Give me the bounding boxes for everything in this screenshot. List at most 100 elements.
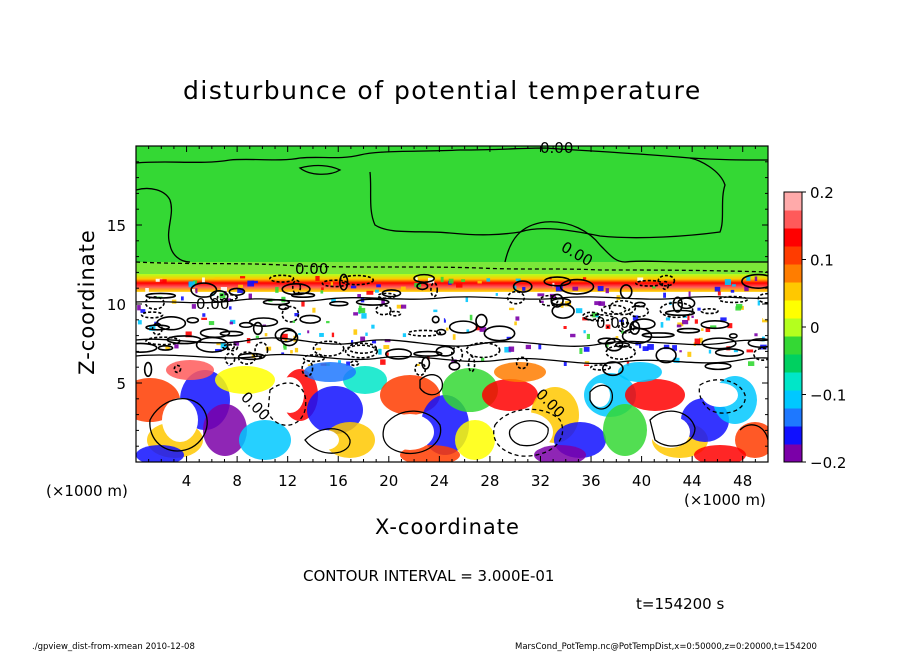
speckle <box>287 342 293 347</box>
turbulent-contour <box>413 350 443 357</box>
speckle <box>275 286 279 293</box>
speckle <box>575 308 583 314</box>
speckle <box>563 326 567 329</box>
speckle <box>402 333 407 338</box>
speckle <box>331 298 336 303</box>
speckle <box>237 288 244 293</box>
speckle <box>694 338 701 345</box>
speckle <box>542 362 546 367</box>
colorbar-tick-label: −0.2 <box>810 454 846 472</box>
speckle <box>360 336 366 342</box>
speckle <box>174 344 179 349</box>
speckle <box>638 343 642 349</box>
turbulent-contour <box>551 303 575 319</box>
turbulent-contour <box>222 343 235 351</box>
speckle <box>591 312 599 318</box>
speckle <box>598 301 606 306</box>
y-tick-label: 5 <box>116 375 126 393</box>
speckle <box>572 286 579 291</box>
speckle <box>452 334 456 340</box>
contour-label: 0.00 <box>596 314 629 332</box>
colorbar-swatch <box>784 372 802 391</box>
speckle <box>238 284 244 289</box>
turbulent-contour <box>228 287 246 296</box>
chart-title: disturbunce of potential temperature <box>183 76 702 105</box>
speckle <box>445 327 449 331</box>
turbulent-contour <box>700 320 730 330</box>
speckle <box>537 293 545 297</box>
speckle <box>579 348 583 354</box>
speckle <box>475 326 482 331</box>
convective-blob <box>694 445 746 462</box>
speckle <box>508 346 515 352</box>
speckle <box>619 319 624 322</box>
turbulent-contour <box>355 298 390 306</box>
speckle <box>216 343 223 346</box>
speckle <box>487 328 491 332</box>
turbulent-contour <box>407 329 442 337</box>
speckle <box>570 333 576 338</box>
speckle <box>525 344 531 350</box>
speckle <box>466 329 470 333</box>
speckle <box>456 283 463 288</box>
speckle <box>682 319 689 325</box>
speckle <box>350 285 357 289</box>
speckle <box>586 316 590 319</box>
turbulent-contour <box>506 290 526 305</box>
speckle <box>284 337 288 343</box>
speckle <box>746 276 751 281</box>
turbulent-contour <box>559 278 595 295</box>
turbulent-contour <box>550 293 564 308</box>
time-text: t=154200 s <box>636 595 725 613</box>
turbulent-contour <box>291 279 302 295</box>
turbulent-contour <box>302 354 325 363</box>
turbulent-contour <box>718 295 749 304</box>
speckle <box>383 345 390 350</box>
turbulent-contour <box>617 321 635 334</box>
turbulent-contour <box>227 343 239 352</box>
colorbar-tick-label: −0.1 <box>810 387 846 405</box>
speckle <box>754 333 758 337</box>
turbulent-contour <box>219 330 244 337</box>
speckle <box>504 346 512 353</box>
pale-green-band <box>136 262 768 276</box>
speckle <box>264 333 268 337</box>
speckle <box>220 286 228 293</box>
turbulent-contour <box>465 342 501 359</box>
turbulent-contour <box>641 332 675 339</box>
speckle <box>559 308 564 313</box>
speckle <box>315 276 320 281</box>
speckle <box>191 304 196 309</box>
speckle <box>265 346 272 351</box>
turbulent-contour <box>339 274 375 286</box>
convective-blob <box>534 445 586 462</box>
turbulent-contour <box>448 361 461 371</box>
speckle <box>652 286 656 289</box>
speckle <box>214 277 221 280</box>
speckle <box>421 343 425 350</box>
footer-left: ./gpview_dist-from-xmean 2010-12-08 <box>32 642 195 652</box>
speckle <box>698 337 703 343</box>
speckle <box>202 313 206 317</box>
turbulent-contour <box>634 301 646 308</box>
speckle <box>687 351 692 357</box>
convective-blob <box>166 360 214 380</box>
speckle <box>514 321 517 326</box>
speckle <box>486 278 491 282</box>
speckle <box>651 327 655 333</box>
turbulent-contour <box>274 327 297 343</box>
speckle <box>385 352 389 356</box>
speckle <box>748 361 755 367</box>
speckle <box>321 287 324 291</box>
x-tick-label: 16 <box>329 472 348 490</box>
speckle <box>233 341 240 346</box>
turbulent-contour <box>700 307 719 315</box>
speckle <box>137 305 141 311</box>
speckle <box>140 309 146 313</box>
speckle <box>353 329 358 335</box>
speckle <box>730 289 735 293</box>
speckle <box>371 340 377 344</box>
speckle <box>380 359 386 365</box>
colorbar-swatch <box>784 354 802 373</box>
